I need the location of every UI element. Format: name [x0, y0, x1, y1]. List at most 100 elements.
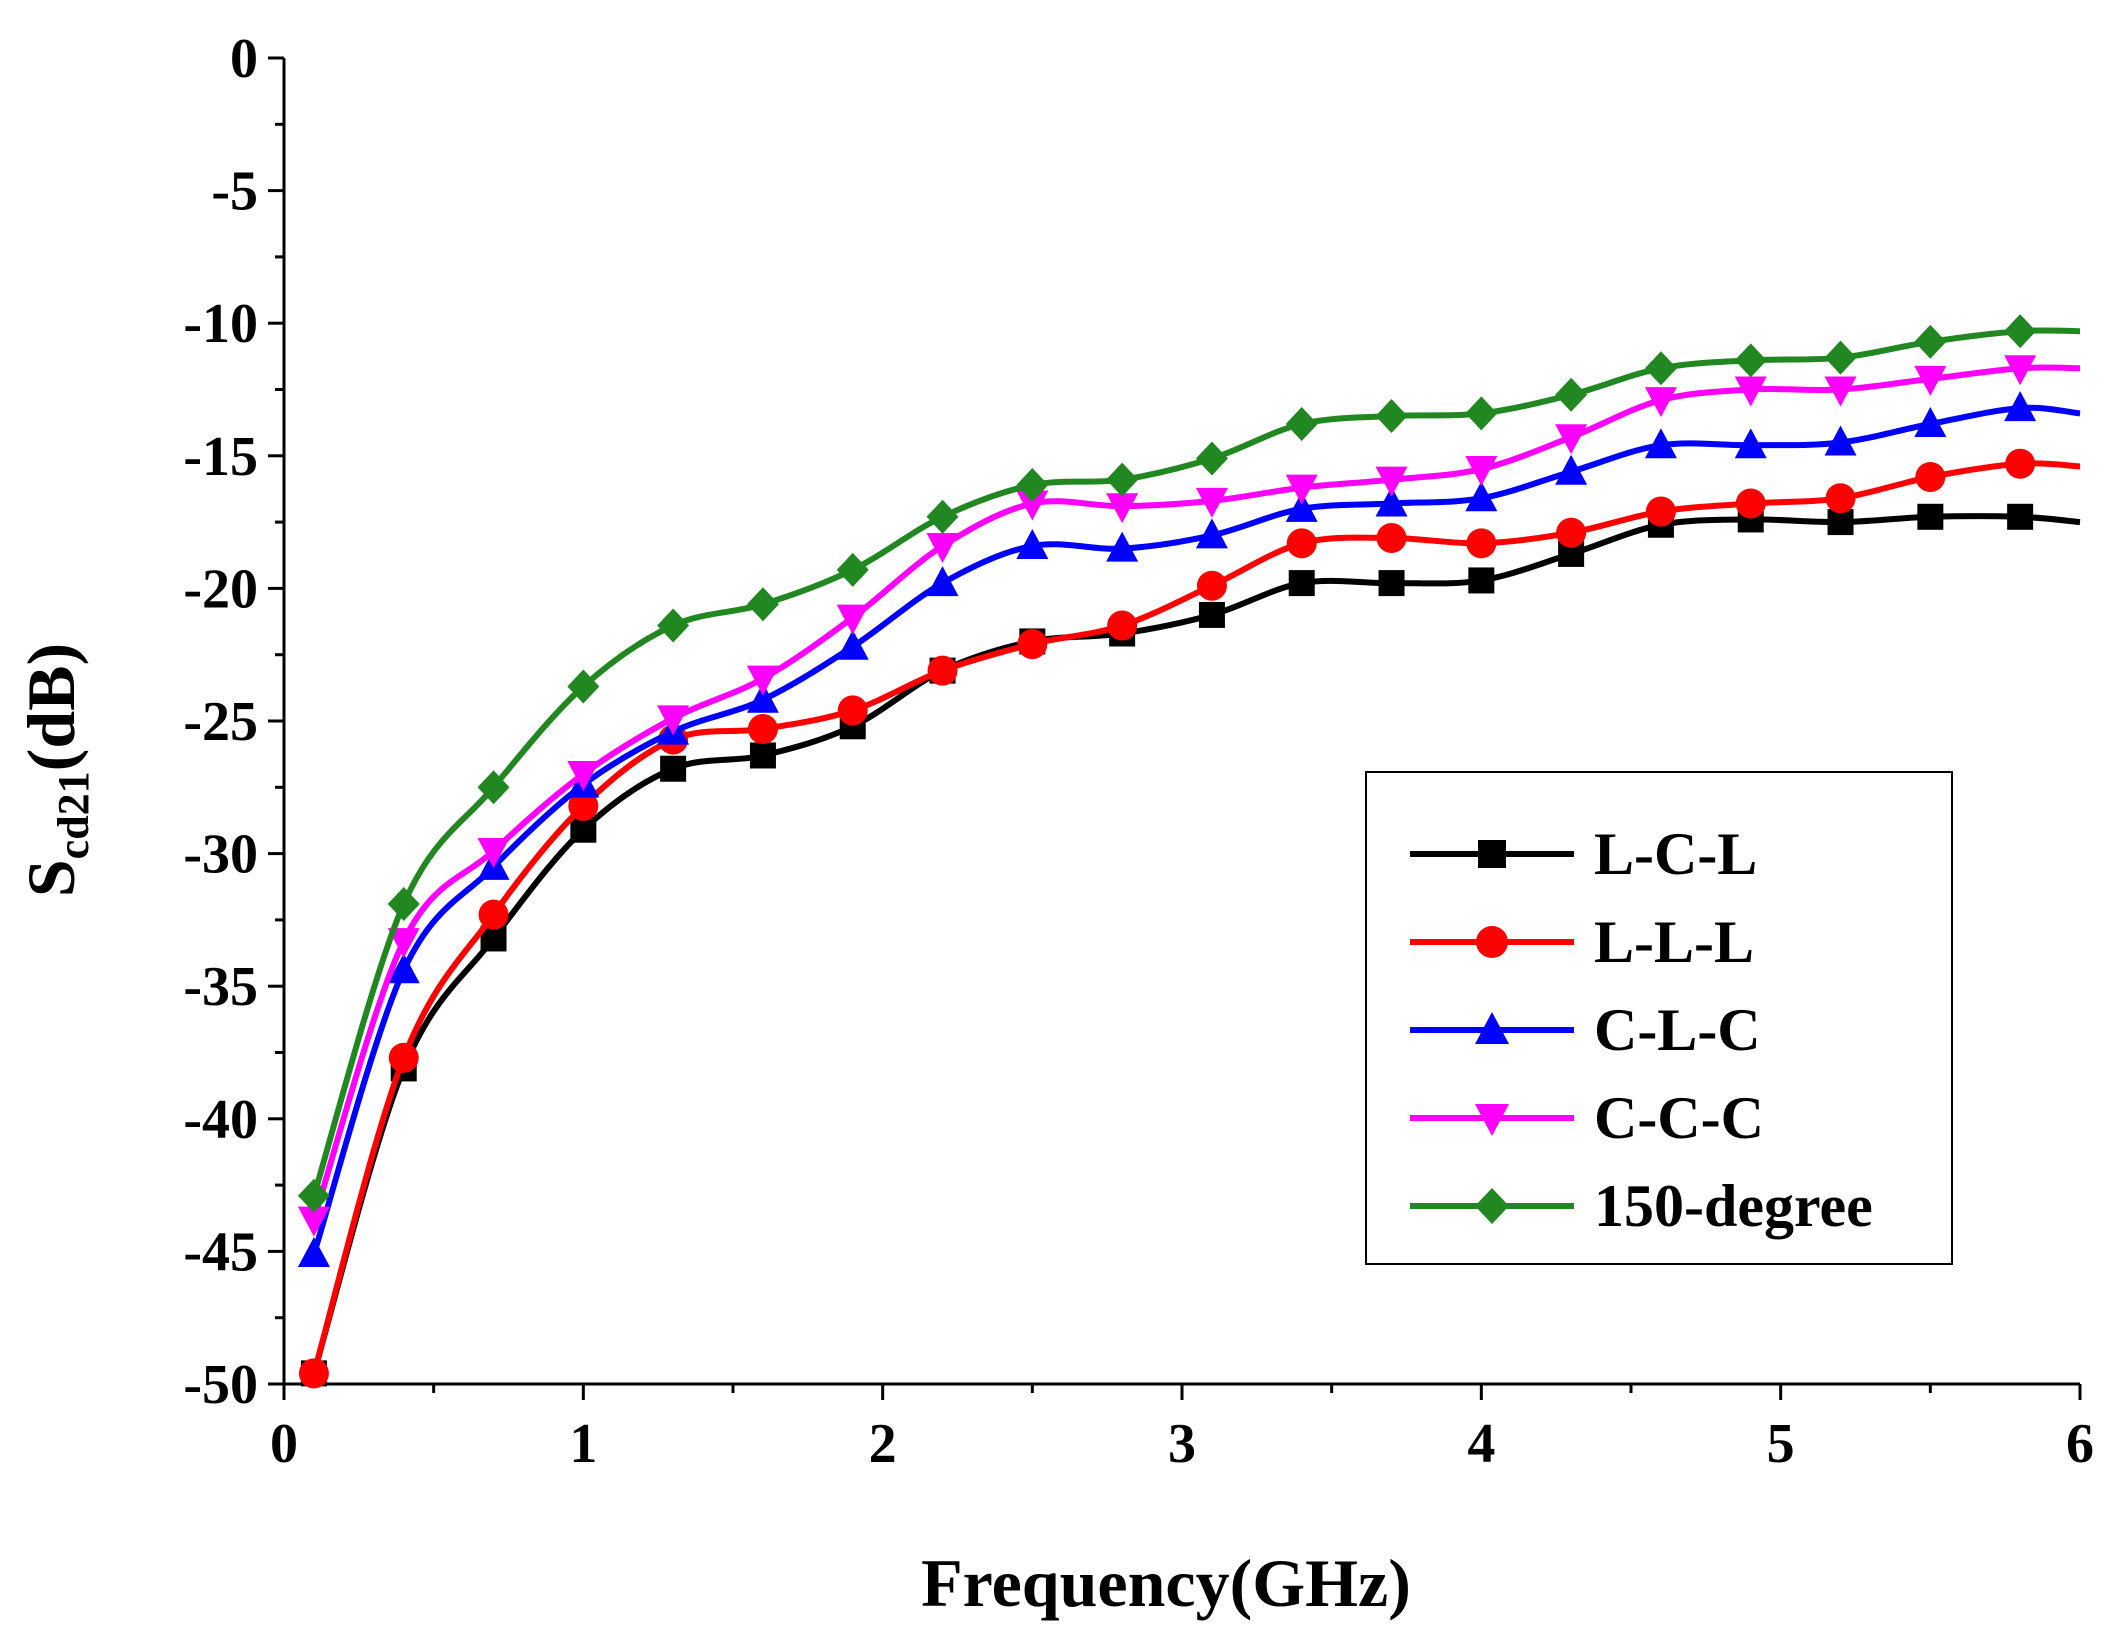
data-point [568, 790, 599, 821]
y-axis-title: Scd21(dB) [13, 643, 98, 897]
data-point [1917, 503, 1944, 530]
data-point [1645, 496, 1676, 527]
legend-label: C-C-C [1594, 1085, 1764, 1151]
series-line [311, 460, 2081, 1375]
data-point [1106, 531, 1139, 562]
data-point [1915, 462, 1946, 493]
legend-item-c-c-c: C-C-C [1410, 1085, 1764, 1151]
data-point [1016, 490, 1049, 521]
data-point [1914, 324, 1947, 359]
series-150-degree [297, 314, 2081, 1213]
y-tick-label: -45 [183, 1221, 258, 1283]
legend-label: L-L-L [1594, 909, 1754, 975]
data-point [567, 669, 600, 704]
data-point [1465, 456, 1498, 487]
legend-item-150-degree: 150-degree [1410, 1173, 1873, 1239]
data-point [1735, 488, 1766, 519]
data-point [836, 604, 869, 635]
legend-label: 150-degree [1594, 1173, 1873, 1239]
data-point [1016, 467, 1049, 502]
series-l-l-l [298, 448, 2081, 1389]
legend-item-l-l-l: L-L-L [1410, 909, 1754, 975]
ticks: 0 1 2 3 4 5 6 0 -5 -10 -15 -20 -25 -30 -35 -40 -45 -50 [183, 28, 2094, 1475]
data-point [1107, 610, 1138, 641]
data-point [477, 837, 510, 868]
data-point [660, 755, 687, 782]
data-point [1288, 570, 1315, 597]
data-point [1106, 462, 1139, 497]
x-tick-label: 3 [1168, 1413, 1196, 1475]
data-point [1375, 399, 1408, 434]
data-point [387, 953, 420, 984]
data-point [387, 928, 420, 959]
data-point [1644, 428, 1677, 459]
data-point [1914, 406, 1947, 437]
data-point [1378, 570, 1405, 597]
data-point [388, 1042, 419, 1073]
data-point [478, 899, 509, 930]
y-tick-label: -10 [183, 293, 258, 355]
data-point [1285, 406, 1318, 441]
legend-label: C-L-C [1594, 997, 1761, 1063]
x-tick-label: 1 [569, 1413, 597, 1475]
data-point [298, 1358, 329, 1389]
legend-marker [1475, 1012, 1509, 1044]
y-tick-label: -15 [183, 426, 258, 488]
data-point [746, 665, 779, 696]
data-point [836, 552, 869, 587]
data-point [1555, 424, 1588, 455]
data-point [1825, 483, 1856, 514]
legend-marker [1475, 1104, 1509, 1136]
data-point [1017, 629, 1048, 660]
data-point [926, 499, 959, 534]
data-point [927, 655, 958, 686]
data-point [746, 682, 779, 713]
x-tick-label: 2 [869, 1413, 897, 1475]
y-tick-label: -50 [183, 1354, 258, 1416]
data-point [926, 566, 959, 597]
series-c-c-c [297, 355, 2081, 1237]
data-point [1734, 343, 1767, 378]
data-point [837, 695, 868, 726]
data-point [2007, 503, 2034, 530]
data-point [297, 1237, 330, 1268]
legend-item-l-c-l: L-C-L [1410, 821, 1757, 887]
data-point [1196, 570, 1227, 601]
data-point [1285, 474, 1318, 505]
y-tick-label: -5 [211, 161, 258, 223]
legend-marker [1476, 926, 1508, 958]
legend-item-c-l-c: C-L-C [1410, 997, 1761, 1063]
data-point [1555, 377, 1588, 412]
data-point [1644, 351, 1677, 386]
data-point [1195, 518, 1228, 549]
data-point [836, 629, 869, 660]
data-point [1644, 387, 1677, 418]
data-point [1466, 528, 1497, 559]
data-point [2004, 391, 2037, 422]
y-tick-label: -20 [183, 558, 258, 620]
data-point [749, 742, 776, 769]
y-axis-title-main: S [13, 859, 89, 897]
data-point [297, 1206, 330, 1237]
series-c-l-c [297, 391, 2081, 1268]
series-line [311, 364, 2081, 1221]
x-tick-label: 4 [1467, 1413, 1495, 1475]
data-point [1734, 376, 1767, 407]
series-line [311, 513, 2081, 1375]
data-point [1824, 376, 1857, 407]
svg-text:Scd21(dB): Scd21(dB) [13, 643, 98, 897]
series-line [311, 404, 2081, 1256]
data-point [1734, 428, 1767, 459]
data-point [1914, 365, 1947, 396]
data-point [1468, 567, 1495, 594]
data-point [1106, 493, 1139, 524]
data-point [567, 761, 600, 792]
data-point [1376, 523, 1407, 554]
data-point [657, 705, 690, 736]
legend-marker [1475, 1188, 1509, 1224]
data-point [1195, 487, 1228, 518]
data-point [1824, 340, 1857, 375]
data-point [746, 587, 779, 622]
data-point [2005, 448, 2036, 479]
y-tick-label: -35 [183, 956, 258, 1018]
